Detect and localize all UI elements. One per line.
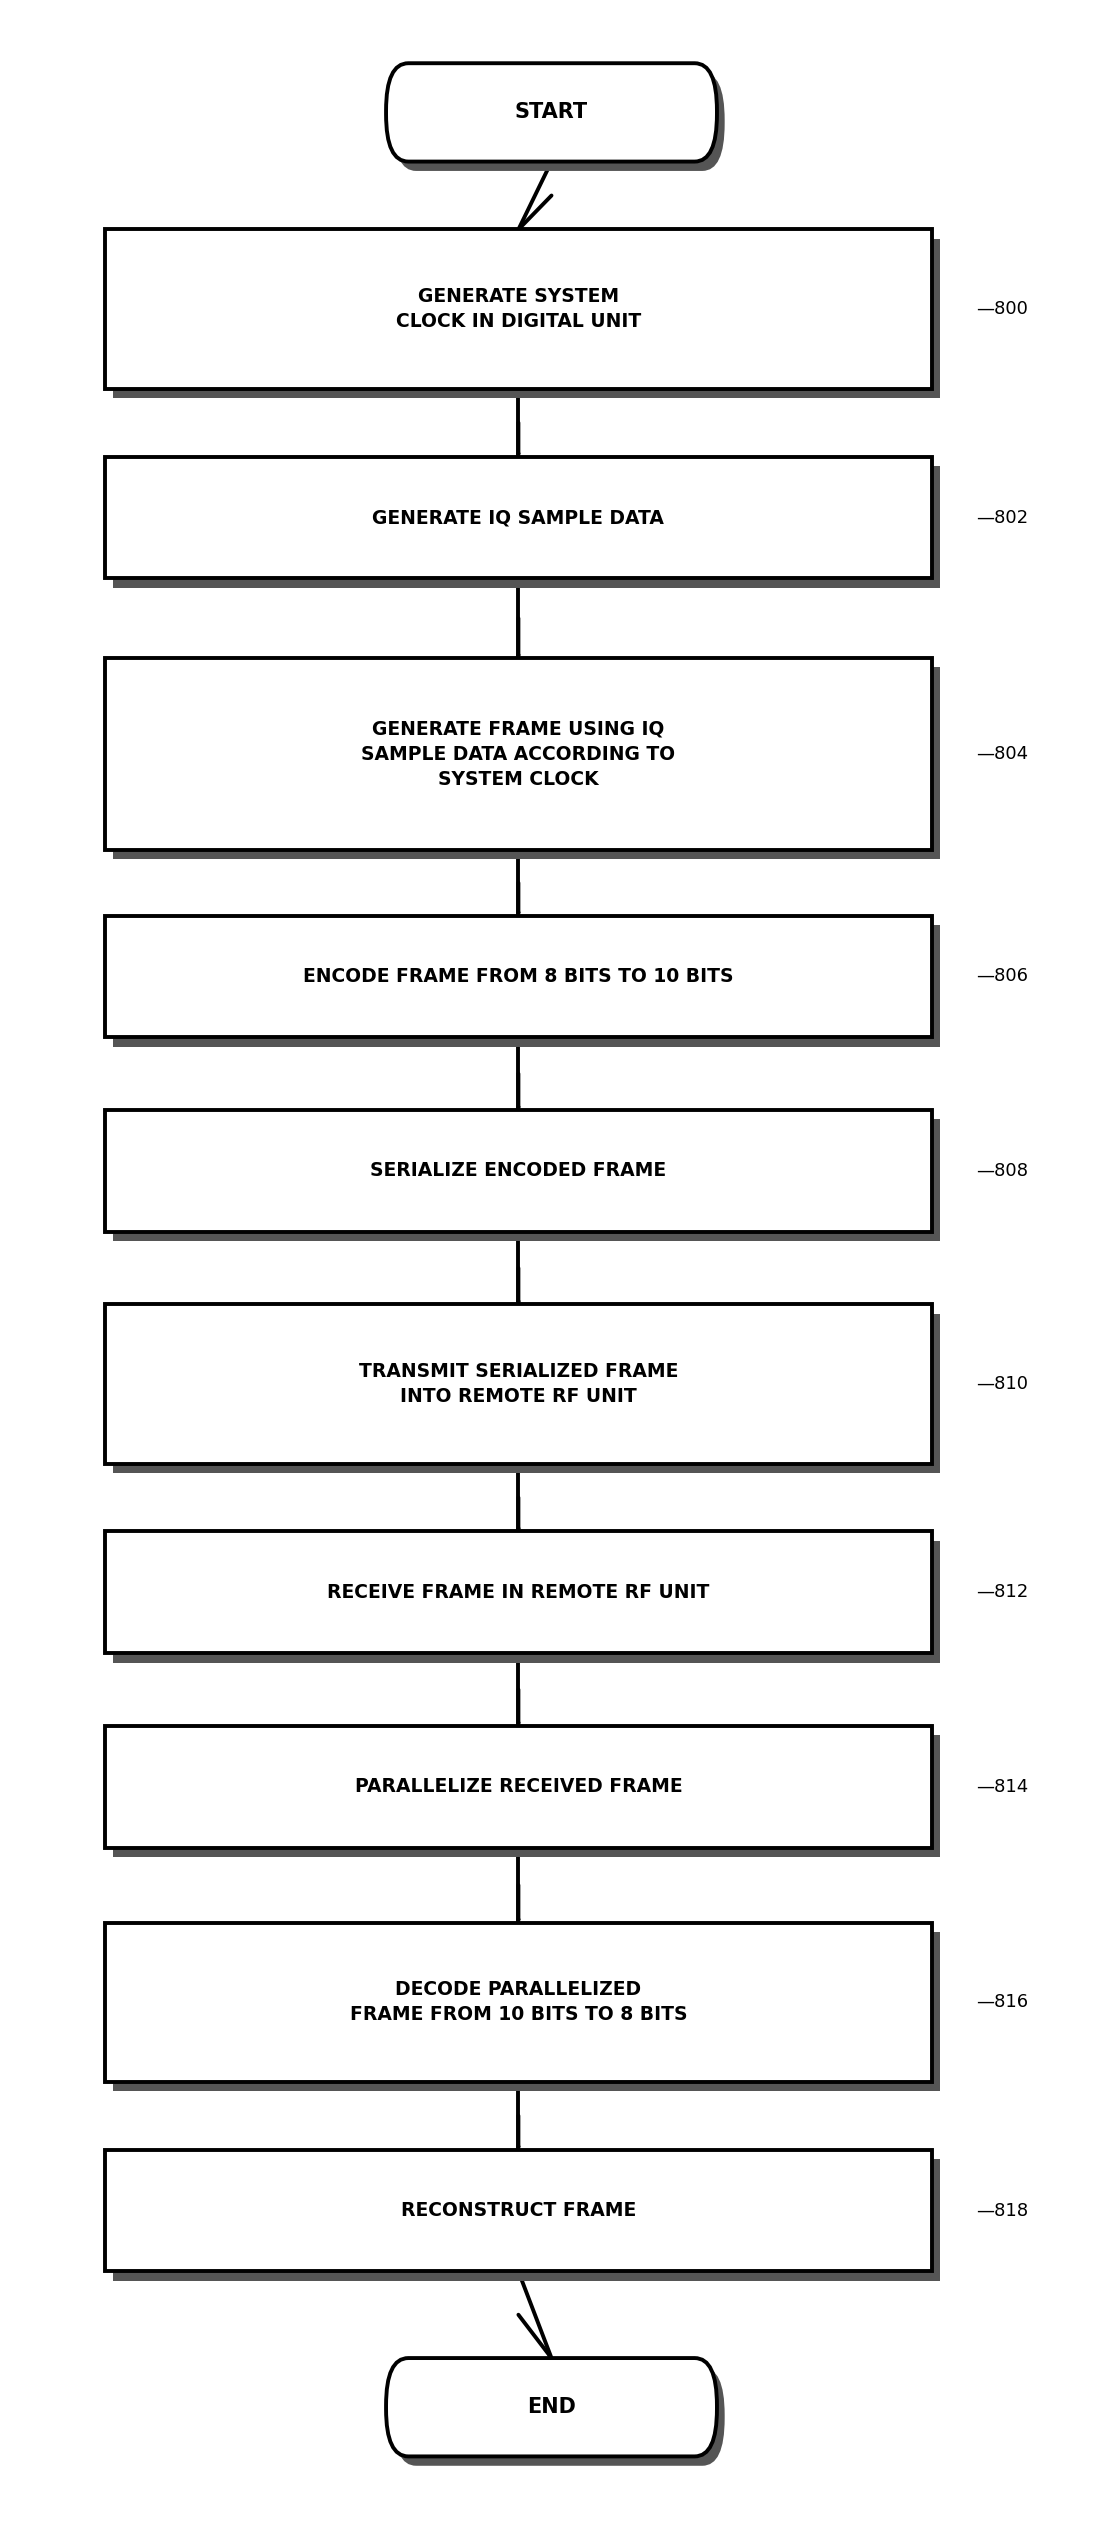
Text: GENERATE FRAME USING IQ
SAMPLE DATA ACCORDING TO
SYSTEM CLOCK: GENERATE FRAME USING IQ SAMPLE DATA ACCO… xyxy=(362,721,675,789)
Text: —810: —810 xyxy=(976,1376,1028,1393)
Text: END: END xyxy=(527,2397,576,2418)
FancyBboxPatch shape xyxy=(105,1110,932,1232)
FancyBboxPatch shape xyxy=(105,458,932,579)
Text: —804: —804 xyxy=(976,746,1028,764)
Text: —800: —800 xyxy=(976,301,1028,319)
FancyBboxPatch shape xyxy=(113,465,940,587)
Text: START: START xyxy=(515,101,588,121)
FancyBboxPatch shape xyxy=(113,926,940,1047)
FancyBboxPatch shape xyxy=(105,2150,932,2271)
FancyBboxPatch shape xyxy=(105,230,932,389)
Text: PARALLELIZE RECEIVED FRAME: PARALLELIZE RECEIVED FRAME xyxy=(354,1778,683,1796)
FancyBboxPatch shape xyxy=(113,238,940,397)
Text: DECODE PARALLELIZED
FRAME FROM 10 BITS TO 8 BITS: DECODE PARALLELIZED FRAME FROM 10 BITS T… xyxy=(350,1980,687,2023)
FancyBboxPatch shape xyxy=(394,2367,725,2466)
Text: —808: —808 xyxy=(976,1161,1028,1181)
FancyBboxPatch shape xyxy=(105,915,932,1037)
Text: —814: —814 xyxy=(976,1778,1028,1796)
Text: SERIALIZE ENCODED FRAME: SERIALIZE ENCODED FRAME xyxy=(371,1161,666,1181)
FancyBboxPatch shape xyxy=(105,658,932,850)
FancyBboxPatch shape xyxy=(113,1932,940,2091)
FancyBboxPatch shape xyxy=(105,1533,932,1654)
FancyBboxPatch shape xyxy=(113,668,940,860)
Text: —812: —812 xyxy=(976,1583,1028,1601)
FancyBboxPatch shape xyxy=(105,1305,932,1464)
Text: RECEIVE FRAME IN REMOTE RF UNIT: RECEIVE FRAME IN REMOTE RF UNIT xyxy=(328,1583,709,1601)
Text: —806: —806 xyxy=(976,969,1028,986)
FancyBboxPatch shape xyxy=(394,73,725,172)
FancyBboxPatch shape xyxy=(105,1922,932,2081)
FancyBboxPatch shape xyxy=(113,1735,940,1856)
Text: RECONSTRUCT FRAME: RECONSTRUCT FRAME xyxy=(400,2200,636,2220)
FancyBboxPatch shape xyxy=(113,2160,940,2281)
Text: TRANSMIT SERIALIZED FRAME
INTO REMOTE RF UNIT: TRANSMIT SERIALIZED FRAME INTO REMOTE RF… xyxy=(358,1363,678,1406)
FancyBboxPatch shape xyxy=(113,1120,940,1242)
Text: GENERATE SYSTEM
CLOCK IN DIGITAL UNIT: GENERATE SYSTEM CLOCK IN DIGITAL UNIT xyxy=(396,288,641,331)
Text: ENCODE FRAME FROM 8 BITS TO 10 BITS: ENCODE FRAME FROM 8 BITS TO 10 BITS xyxy=(303,966,733,986)
FancyBboxPatch shape xyxy=(386,2357,717,2456)
FancyBboxPatch shape xyxy=(105,1725,932,1849)
FancyBboxPatch shape xyxy=(113,1313,940,1472)
Text: —802: —802 xyxy=(976,508,1028,526)
Text: GENERATE IQ SAMPLE DATA: GENERATE IQ SAMPLE DATA xyxy=(373,508,664,526)
FancyBboxPatch shape xyxy=(386,63,717,162)
Text: —816: —816 xyxy=(976,1993,1028,2011)
Text: —818: —818 xyxy=(976,2203,1028,2220)
FancyBboxPatch shape xyxy=(113,1540,940,1662)
